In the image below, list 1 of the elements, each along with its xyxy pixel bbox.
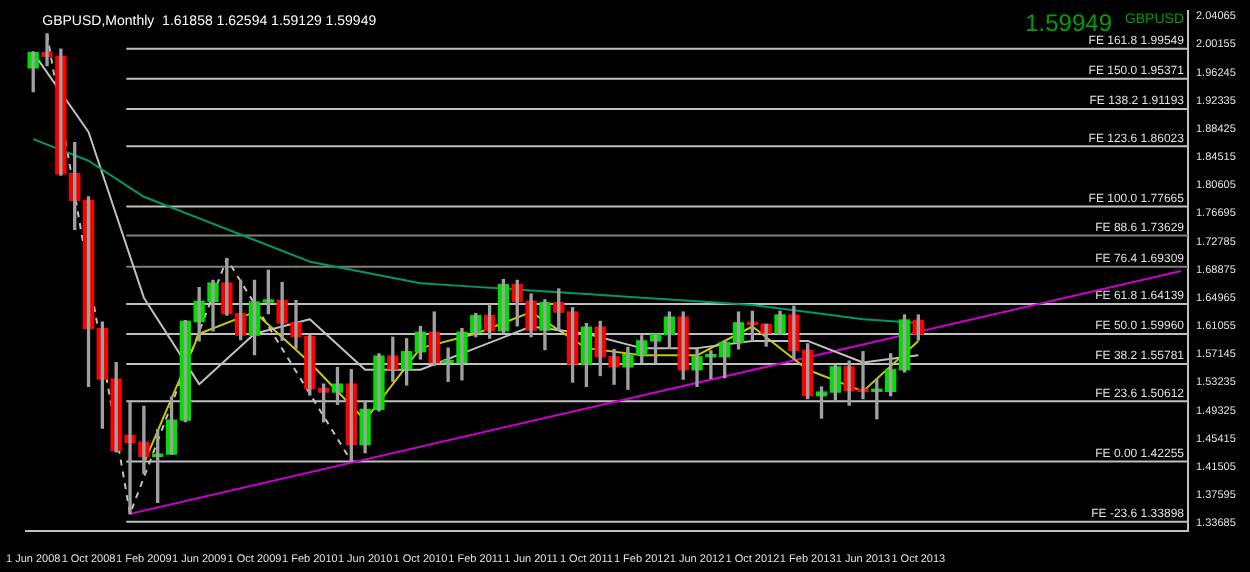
annotation: 1.59949 xyxy=(1025,9,1113,38)
